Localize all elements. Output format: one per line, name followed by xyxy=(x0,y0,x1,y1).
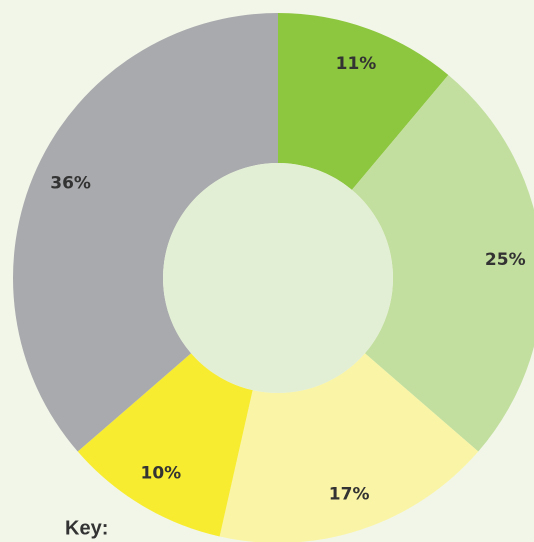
value-label: 11% xyxy=(336,54,377,74)
slice xyxy=(13,13,279,452)
slice xyxy=(77,353,253,537)
value-label: 36% xyxy=(50,173,91,193)
slice xyxy=(351,74,534,452)
slice xyxy=(219,353,479,542)
slice xyxy=(278,13,449,190)
slices xyxy=(13,13,534,542)
key-title: Key: xyxy=(65,517,108,539)
value-label: 25% xyxy=(485,250,526,270)
donut-hole xyxy=(163,163,393,393)
value-label: 17% xyxy=(329,485,370,505)
value-label: 10% xyxy=(141,464,182,484)
labels: 11% 25% 17% 10% 36% xyxy=(50,54,525,505)
